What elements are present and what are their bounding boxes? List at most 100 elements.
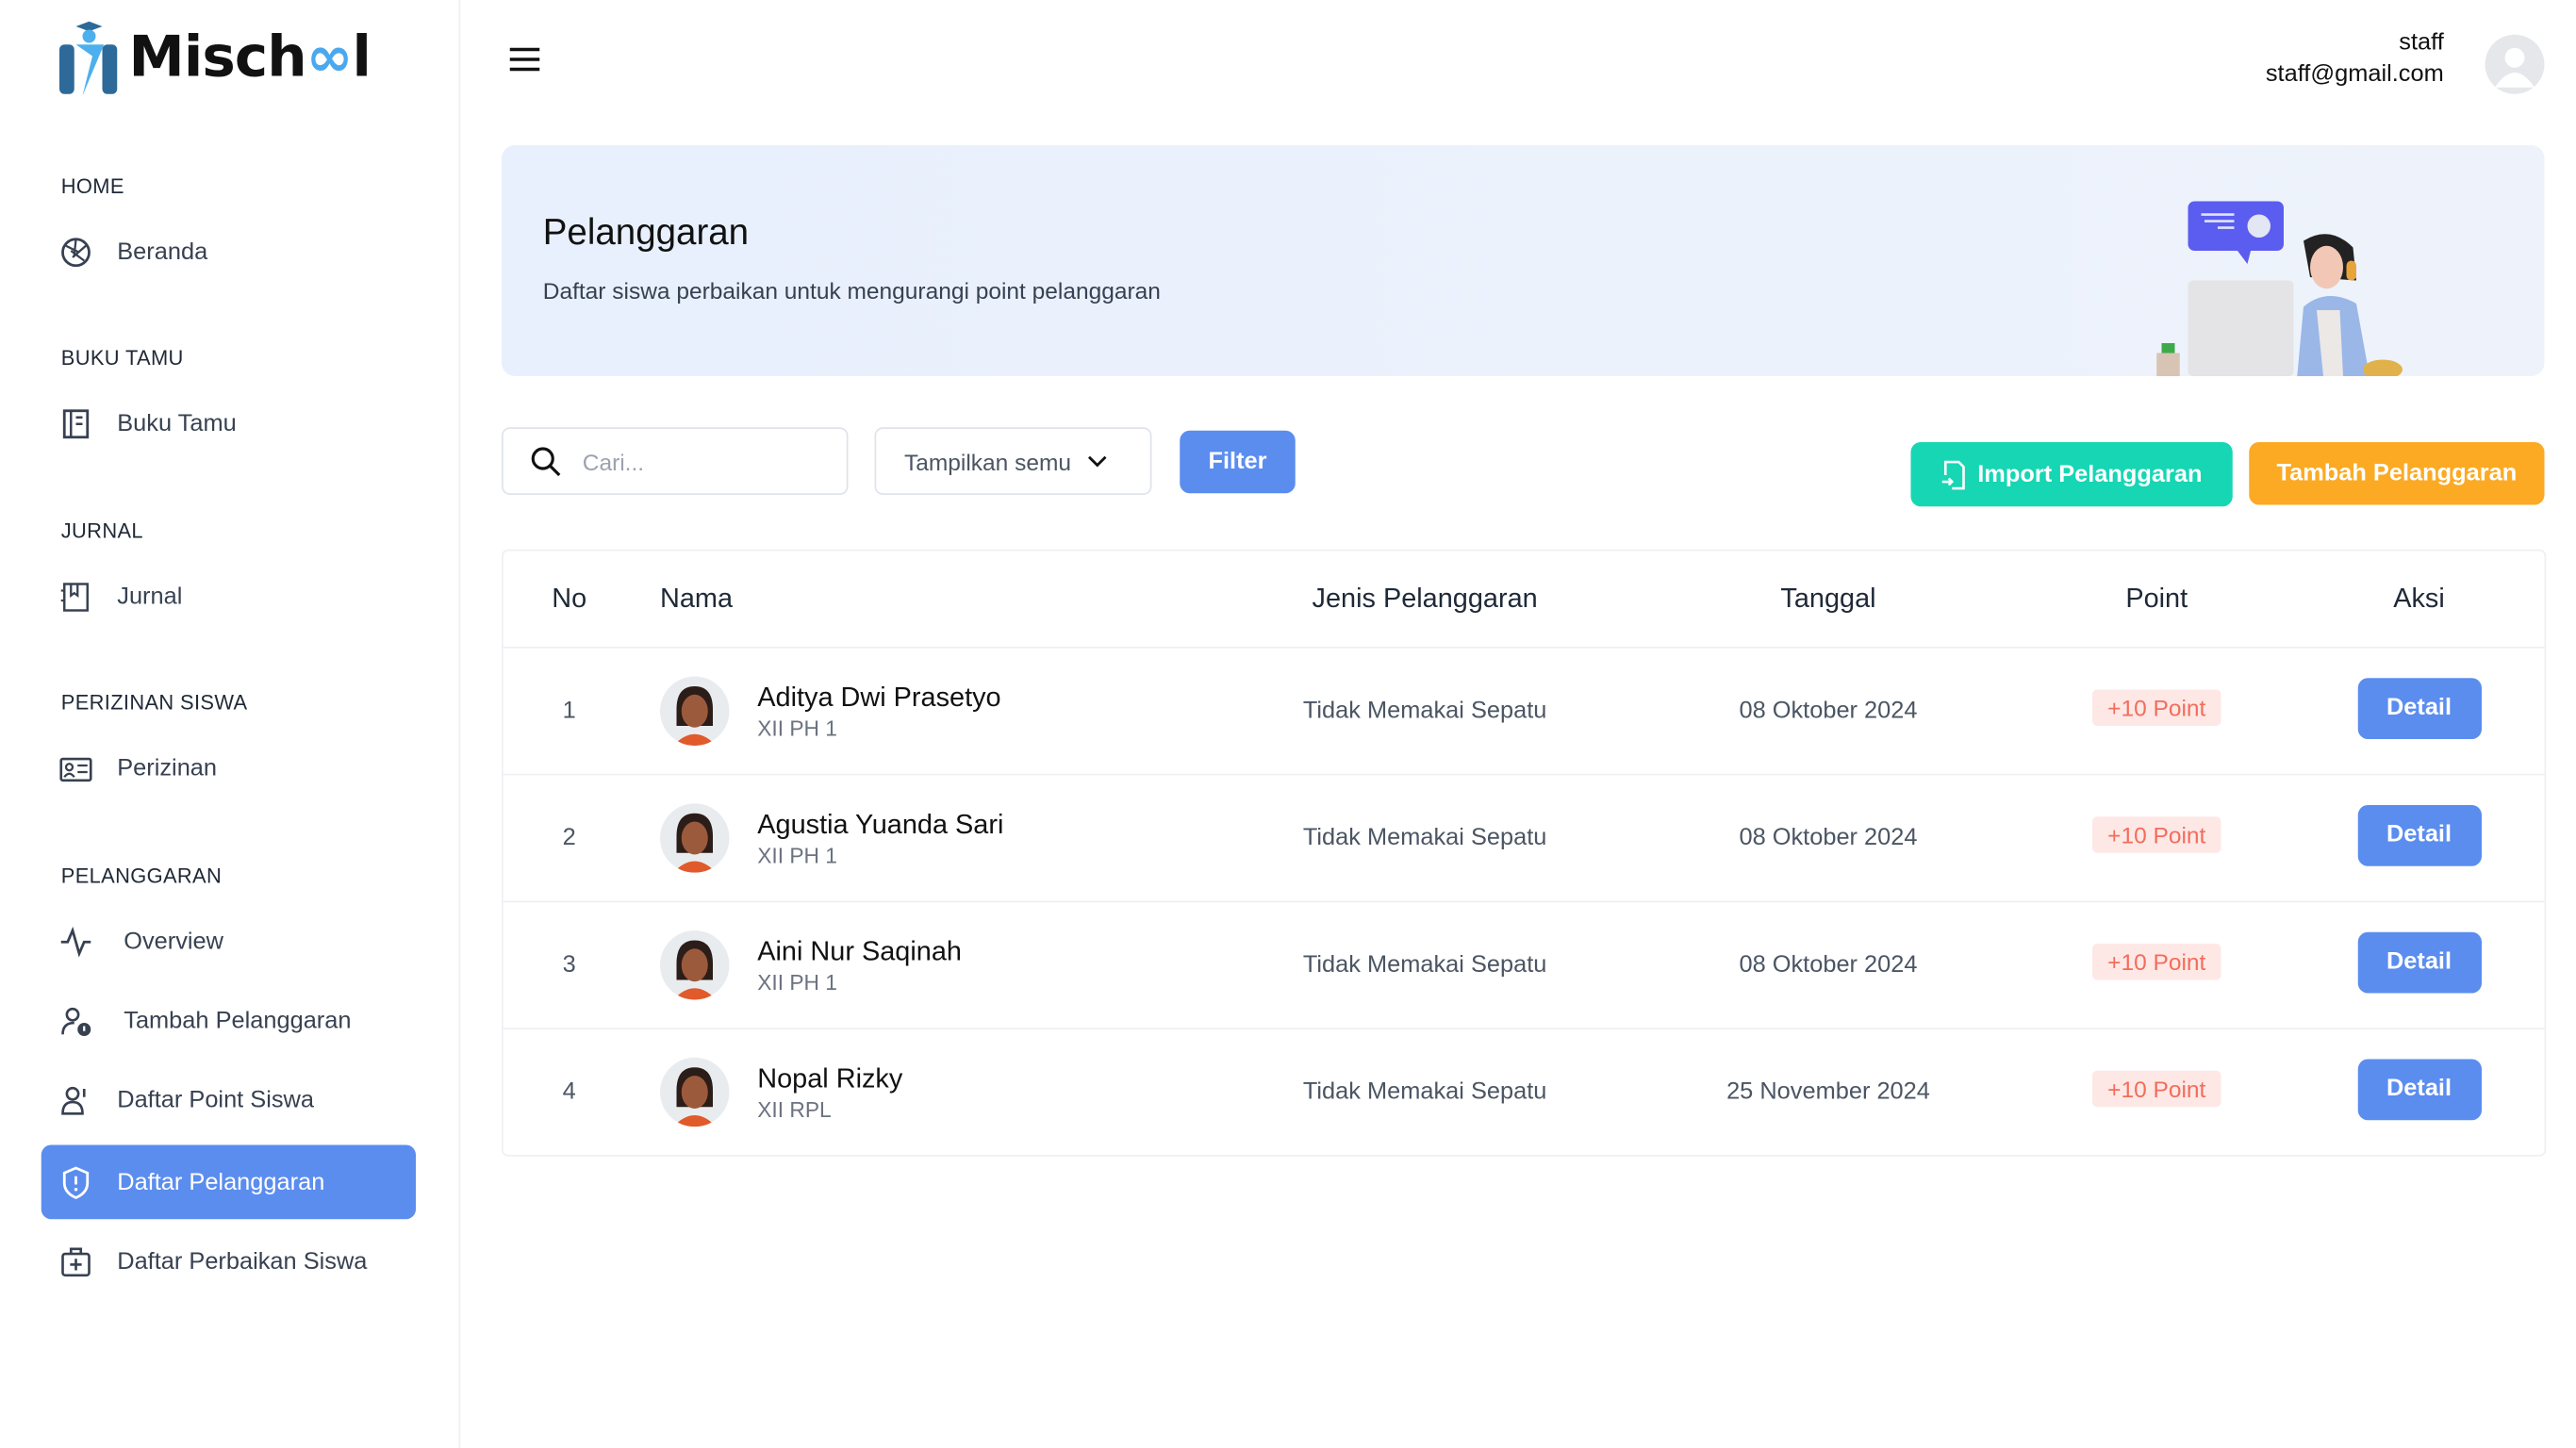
sidebar-item-label: Daftar Pelanggaran [117, 1168, 325, 1195]
cell-date: 08 Oktober 2024 [1739, 825, 1918, 851]
sidebar-item-jurnal[interactable]: Jurnal [41, 561, 416, 634]
detail-button[interactable]: Detail [2356, 1058, 2482, 1120]
page-banner: Pelanggaran Daftar siswa perbaikan untuk… [502, 145, 2545, 376]
point-badge: +10 Point [2092, 689, 2221, 726]
student-class: XII PH 1 [757, 842, 837, 867]
sidebar-item-tambah-pelanggaran[interactable]: Tambah Pelanggaran [41, 985, 416, 1058]
user-list-icon [61, 1086, 86, 1115]
cell-point: +10 Point [2024, 1029, 2288, 1155]
table-row: 1 Aditya Dwi Prasetyo XII PH 1 Tidak Mema… [503, 647, 2545, 774]
dashboard-icon [61, 238, 91, 268]
user-avatar[interactable] [2485, 34, 2545, 94]
sidebar-item-label: Tambah Pelanggaran [124, 1008, 352, 1035]
sidebar-item-daftar-pelanggaran[interactable]: Daftar Pelanggaran [41, 1144, 416, 1220]
point-badge: +10 Point [2092, 1070, 2221, 1108]
sidebar-item-daftar-perbaikan-siswa[interactable]: Daftar Perbaikan Siswa [41, 1226, 416, 1298]
menu-icon[interactable] [506, 43, 543, 76]
logo[interactable]: Misch∞l [57, 20, 372, 96]
journal-icon [60, 583, 89, 612]
header-jenis: Jenis Pelanggaran [1312, 583, 1538, 614]
page-subtitle: Daftar siswa perbaikan untuk mengurangi … [542, 277, 1161, 304]
filter-select[interactable]: Tampilkan semu [874, 427, 1152, 495]
sidebar-item-daftar-point-siswa[interactable]: Daftar Point Siswa [41, 1064, 416, 1137]
chevron-down-icon [1088, 454, 1107, 467]
cell-violation-type: Tidak Memakai Sepatu [1302, 825, 1547, 851]
student-class: XII PH 1 [757, 969, 837, 995]
filter-select-value: Tampilkan semu [904, 448, 1072, 475]
id-card-icon [59, 757, 92, 782]
user-email: staff@gmail.com [2265, 60, 2444, 88]
file-import-icon [1942, 459, 1966, 489]
cell-student: Aini Nur Saqinah XII PH 1 [660, 902, 962, 1028]
first-aid-icon [61, 1247, 91, 1277]
cell-point: +10 Point [2024, 902, 2288, 1028]
search-input[interactable] [579, 446, 817, 476]
cell-student: Nopal Rizky XII RPL [660, 1029, 902, 1155]
user-avatar-icon [2495, 47, 2535, 88]
sidebar-item-label: Daftar Point Siswa [117, 1087, 314, 1114]
cell-date: 08 Oktober 2024 [1739, 698, 1918, 725]
header-nama: Nama [660, 583, 734, 614]
student-avatar-icon [673, 1067, 717, 1127]
sidebar-item-label: Jurnal [117, 584, 183, 611]
header-aksi: Aksi [2393, 583, 2445, 614]
header-tanggal: Tanggal [1780, 583, 1876, 614]
support-agent-illustration [2156, 201, 2403, 376]
detail-button[interactable]: Detail [2356, 677, 2482, 739]
sidebar-item-perizinan[interactable]: Perizinan [41, 732, 416, 805]
filter-button[interactable]: Filter [1180, 430, 1296, 494]
section-jurnal: JURNAL [60, 519, 143, 543]
detail-button[interactable]: Detail [2356, 804, 2482, 865]
sidebar-item-label: Buku Tamu [117, 410, 237, 437]
cell-no: 1 [562, 698, 576, 725]
header-no: No [552, 583, 587, 614]
cell-date: 08 Oktober 2024 [1739, 951, 1918, 979]
cell-no: 3 [562, 951, 576, 979]
import-button[interactable]: Import Pelanggaran [1910, 442, 2233, 507]
cell-violation-type: Tidak Memakai Sepatu [1302, 1078, 1547, 1106]
search-icon [531, 446, 561, 476]
sidebar-item-beranda[interactable]: Beranda [41, 216, 416, 288]
cell-no: 4 [562, 1078, 576, 1106]
student-class: XII RPL [757, 1095, 832, 1122]
student-name: Aditya Dwi Prasetyo [757, 682, 1001, 713]
cell-violation-type: Tidak Memakai Sepatu [1302, 698, 1547, 725]
cell-action: Detail [2319, 649, 2520, 774]
table-header: No Nama Jenis Pelanggaran Tanggal Point … [504, 551, 2545, 648]
cell-action: Detail [2319, 1029, 2520, 1155]
activity-icon [60, 926, 91, 958]
shield-icon [62, 1165, 90, 1199]
cell-point: +10 Point [2024, 776, 2288, 901]
user-alert-icon [61, 1007, 91, 1036]
student-avatar [660, 930, 730, 1000]
topbar: staff staff@gmail.com [460, 0, 2576, 132]
cell-violation-type: Tidak Memakai Sepatu [1302, 951, 1547, 979]
violations-table: No Nama Jenis Pelanggaran Tanggal Point … [502, 549, 2547, 1157]
sidebar-item-overview[interactable]: Overview [41, 906, 416, 979]
user-info[interactable]: staff staff@gmail.com [2266, 28, 2444, 91]
cell-point: +10 Point [2024, 649, 2288, 774]
sidebar-item-label: Daftar Perbaikan Siswa [117, 1248, 368, 1275]
sidebar-item-buku-tamu[interactable]: Buku Tamu [41, 387, 416, 460]
student-avatar-icon [673, 813, 717, 873]
section-perizinan: PERIZINAN SISWA [60, 691, 248, 715]
cell-action: Detail [2319, 776, 2520, 901]
table-row: 4 Nopal Rizky XII RPL Tidak Memakai Sepat… [503, 1028, 2545, 1155]
cell-action: Detail [2319, 902, 2520, 1028]
book-icon [62, 409, 90, 439]
cell-student: Aditya Dwi Prasetyo XII PH 1 [660, 649, 1001, 774]
header-point: Point [2125, 583, 2188, 614]
student-avatar-icon [673, 940, 717, 1000]
student-avatar-icon [673, 686, 717, 746]
search-field[interactable] [502, 427, 849, 495]
table-row: 3 Aini Nur Saqinah XII PH 1 Tidak Memakai… [503, 900, 2545, 1028]
section-pelanggaran: PELANGGARAN [60, 864, 223, 888]
point-badge: +10 Point [2092, 816, 2221, 853]
detail-button[interactable]: Detail [2356, 930, 2482, 993]
student-name: Agustia Yuanda Sari [757, 809, 1004, 839]
student-avatar [660, 1057, 730, 1127]
point-badge: +10 Point [2092, 944, 2221, 980]
cell-no: 2 [562, 825, 576, 851]
sidebar-item-label: Perizinan [117, 755, 218, 782]
add-violation-button[interactable]: Tambah Pelanggaran [2249, 442, 2545, 505]
